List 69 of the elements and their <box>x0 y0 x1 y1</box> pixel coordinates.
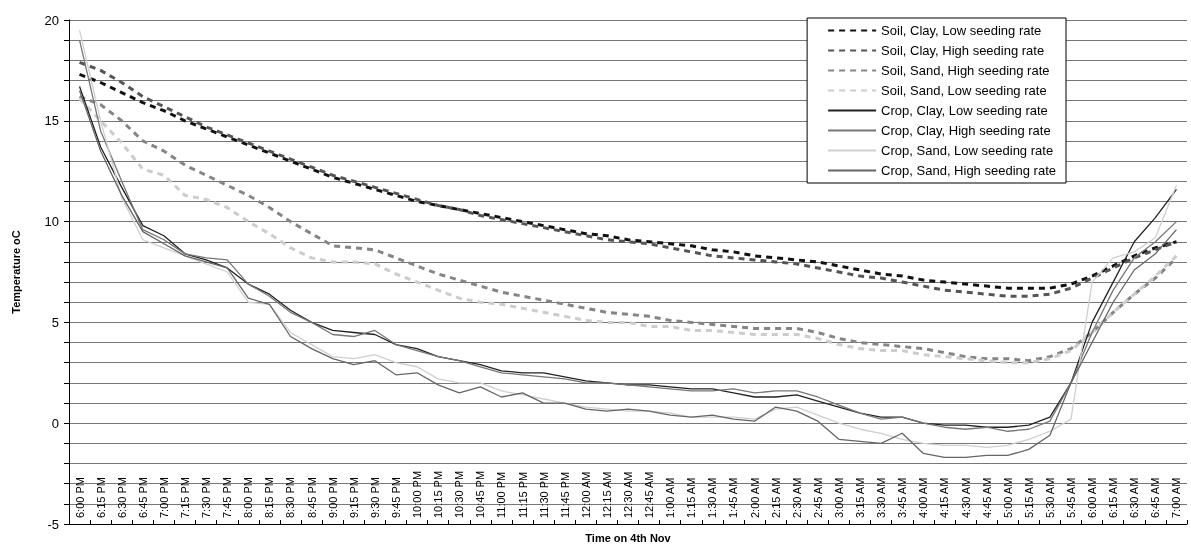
x-tick-label: 4:30 AM <box>959 477 972 518</box>
x-tick-label: 6:00 PM <box>73 477 86 518</box>
legend-label: Crop, Sand, High seeding rate <box>881 163 1057 178</box>
x-tick-label: 10:15 PM <box>432 470 445 518</box>
x-tick-label: 7:00 AM <box>1170 477 1183 518</box>
x-tick-label: 7:30 PM <box>200 477 213 518</box>
x-tick-label: 6:30 AM <box>1128 477 1141 518</box>
y-tick-label: 20 <box>44 12 59 28</box>
x-tick-label: 10:45 PM <box>474 470 487 518</box>
x-tick-label: 8:00 PM <box>242 477 255 518</box>
x-tick-label: 6:45 PM <box>136 477 149 518</box>
x-tick-label: 5:00 AM <box>1001 477 1014 518</box>
y-tick-label: 5 <box>51 314 59 330</box>
x-tick-label: 7:15 PM <box>179 477 192 518</box>
legend-label: Soil, Clay, Low seeding rate <box>881 23 1042 38</box>
x-tick-label: 2:30 AM <box>790 477 803 518</box>
legend-label: Crop, Sand, Low seeding rate <box>881 143 1054 158</box>
x-tick-label: 9:00 PM <box>326 477 339 518</box>
x-tick-label: 6:45 AM <box>1149 477 1162 518</box>
x-tick-label: 6:00 AM <box>1086 477 1099 518</box>
x-tick-label: 5:15 AM <box>1022 477 1035 518</box>
x-tick-label: 2:45 AM <box>811 477 824 518</box>
y-tick-label: -5 <box>47 516 59 532</box>
legend-label: Soil, Sand, Low seeding rate <box>881 83 1047 98</box>
y-tick-label: 0 <box>51 415 59 431</box>
y-tick-label: 15 <box>44 113 59 129</box>
x-tick-label: 8:45 PM <box>305 477 318 518</box>
x-tick-label: 4:00 AM <box>917 477 930 518</box>
x-tick-label: 12:00 AM <box>579 471 592 518</box>
x-tick-label: 12:45 AM <box>643 471 656 518</box>
x-tick-label: 3:45 AM <box>896 477 909 518</box>
x-axis-title: Time on 4th Nov <box>585 531 672 544</box>
x-tick-label: 2:15 AM <box>769 477 782 518</box>
x-tick-label: 11:30 PM <box>537 471 550 518</box>
x-tick-label: 5:45 AM <box>1064 477 1077 518</box>
x-tick-label: 1:30 AM <box>706 477 719 518</box>
x-tick-label: 8:15 PM <box>263 477 276 518</box>
x-tick-label: 11:15 PM <box>516 471 529 518</box>
x-tick-label: 2:00 AM <box>748 477 761 518</box>
x-tick-label: 9:15 PM <box>347 477 360 518</box>
x-tick-label: 11:00 PM <box>495 471 508 518</box>
x-tick-label: 3:15 AM <box>854 477 867 518</box>
x-tick-label: 9:45 PM <box>389 477 402 518</box>
y-axis-title: Temperature oC <box>9 230 22 314</box>
x-tick-label: 3:30 AM <box>875 477 888 518</box>
x-tick-label: 4:45 AM <box>980 477 993 518</box>
x-tick-label: 6:15 PM <box>94 477 107 518</box>
legend-label: Crop, Clay, High seeding rate <box>881 123 1051 138</box>
x-tick-label: 5:30 AM <box>1043 477 1056 518</box>
y-tick-label: 10 <box>44 214 59 230</box>
legend-label: Soil, Sand, High seeding rate <box>881 63 1050 78</box>
x-tick-label: 6:30 PM <box>115 477 128 518</box>
x-tick-label: 4:15 AM <box>938 477 951 518</box>
x-tick-label: 12:30 AM <box>622 471 634 518</box>
x-tick-label: 1:00 AM <box>664 477 677 518</box>
x-tick-label: 10:00 PM <box>411 470 424 518</box>
x-tick-label: 8:30 PM <box>284 477 297 518</box>
x-tick-label: 9:30 PM <box>368 477 381 518</box>
legend-label: Soil, Clay, High seeding rate <box>881 43 1045 58</box>
x-tick-label: 6:15 AM <box>1107 477 1120 518</box>
x-tick-label: 10:30 PM <box>453 470 466 518</box>
x-tick-label: 7:00 PM <box>157 477 170 518</box>
x-tick-label: 1:15 AM <box>685 477 698 518</box>
x-tick-label: 3:00 AM <box>832 477 845 518</box>
x-tick-label: 12:15 AM <box>600 471 613 518</box>
legend-label: Crop, Clay, Low seeding rate <box>881 103 1048 118</box>
x-tick-label: 1:45 AM <box>727 477 740 518</box>
x-tick-label: 11:45 PM <box>558 471 571 518</box>
x-tick-label: 7:45 PM <box>221 477 234 518</box>
